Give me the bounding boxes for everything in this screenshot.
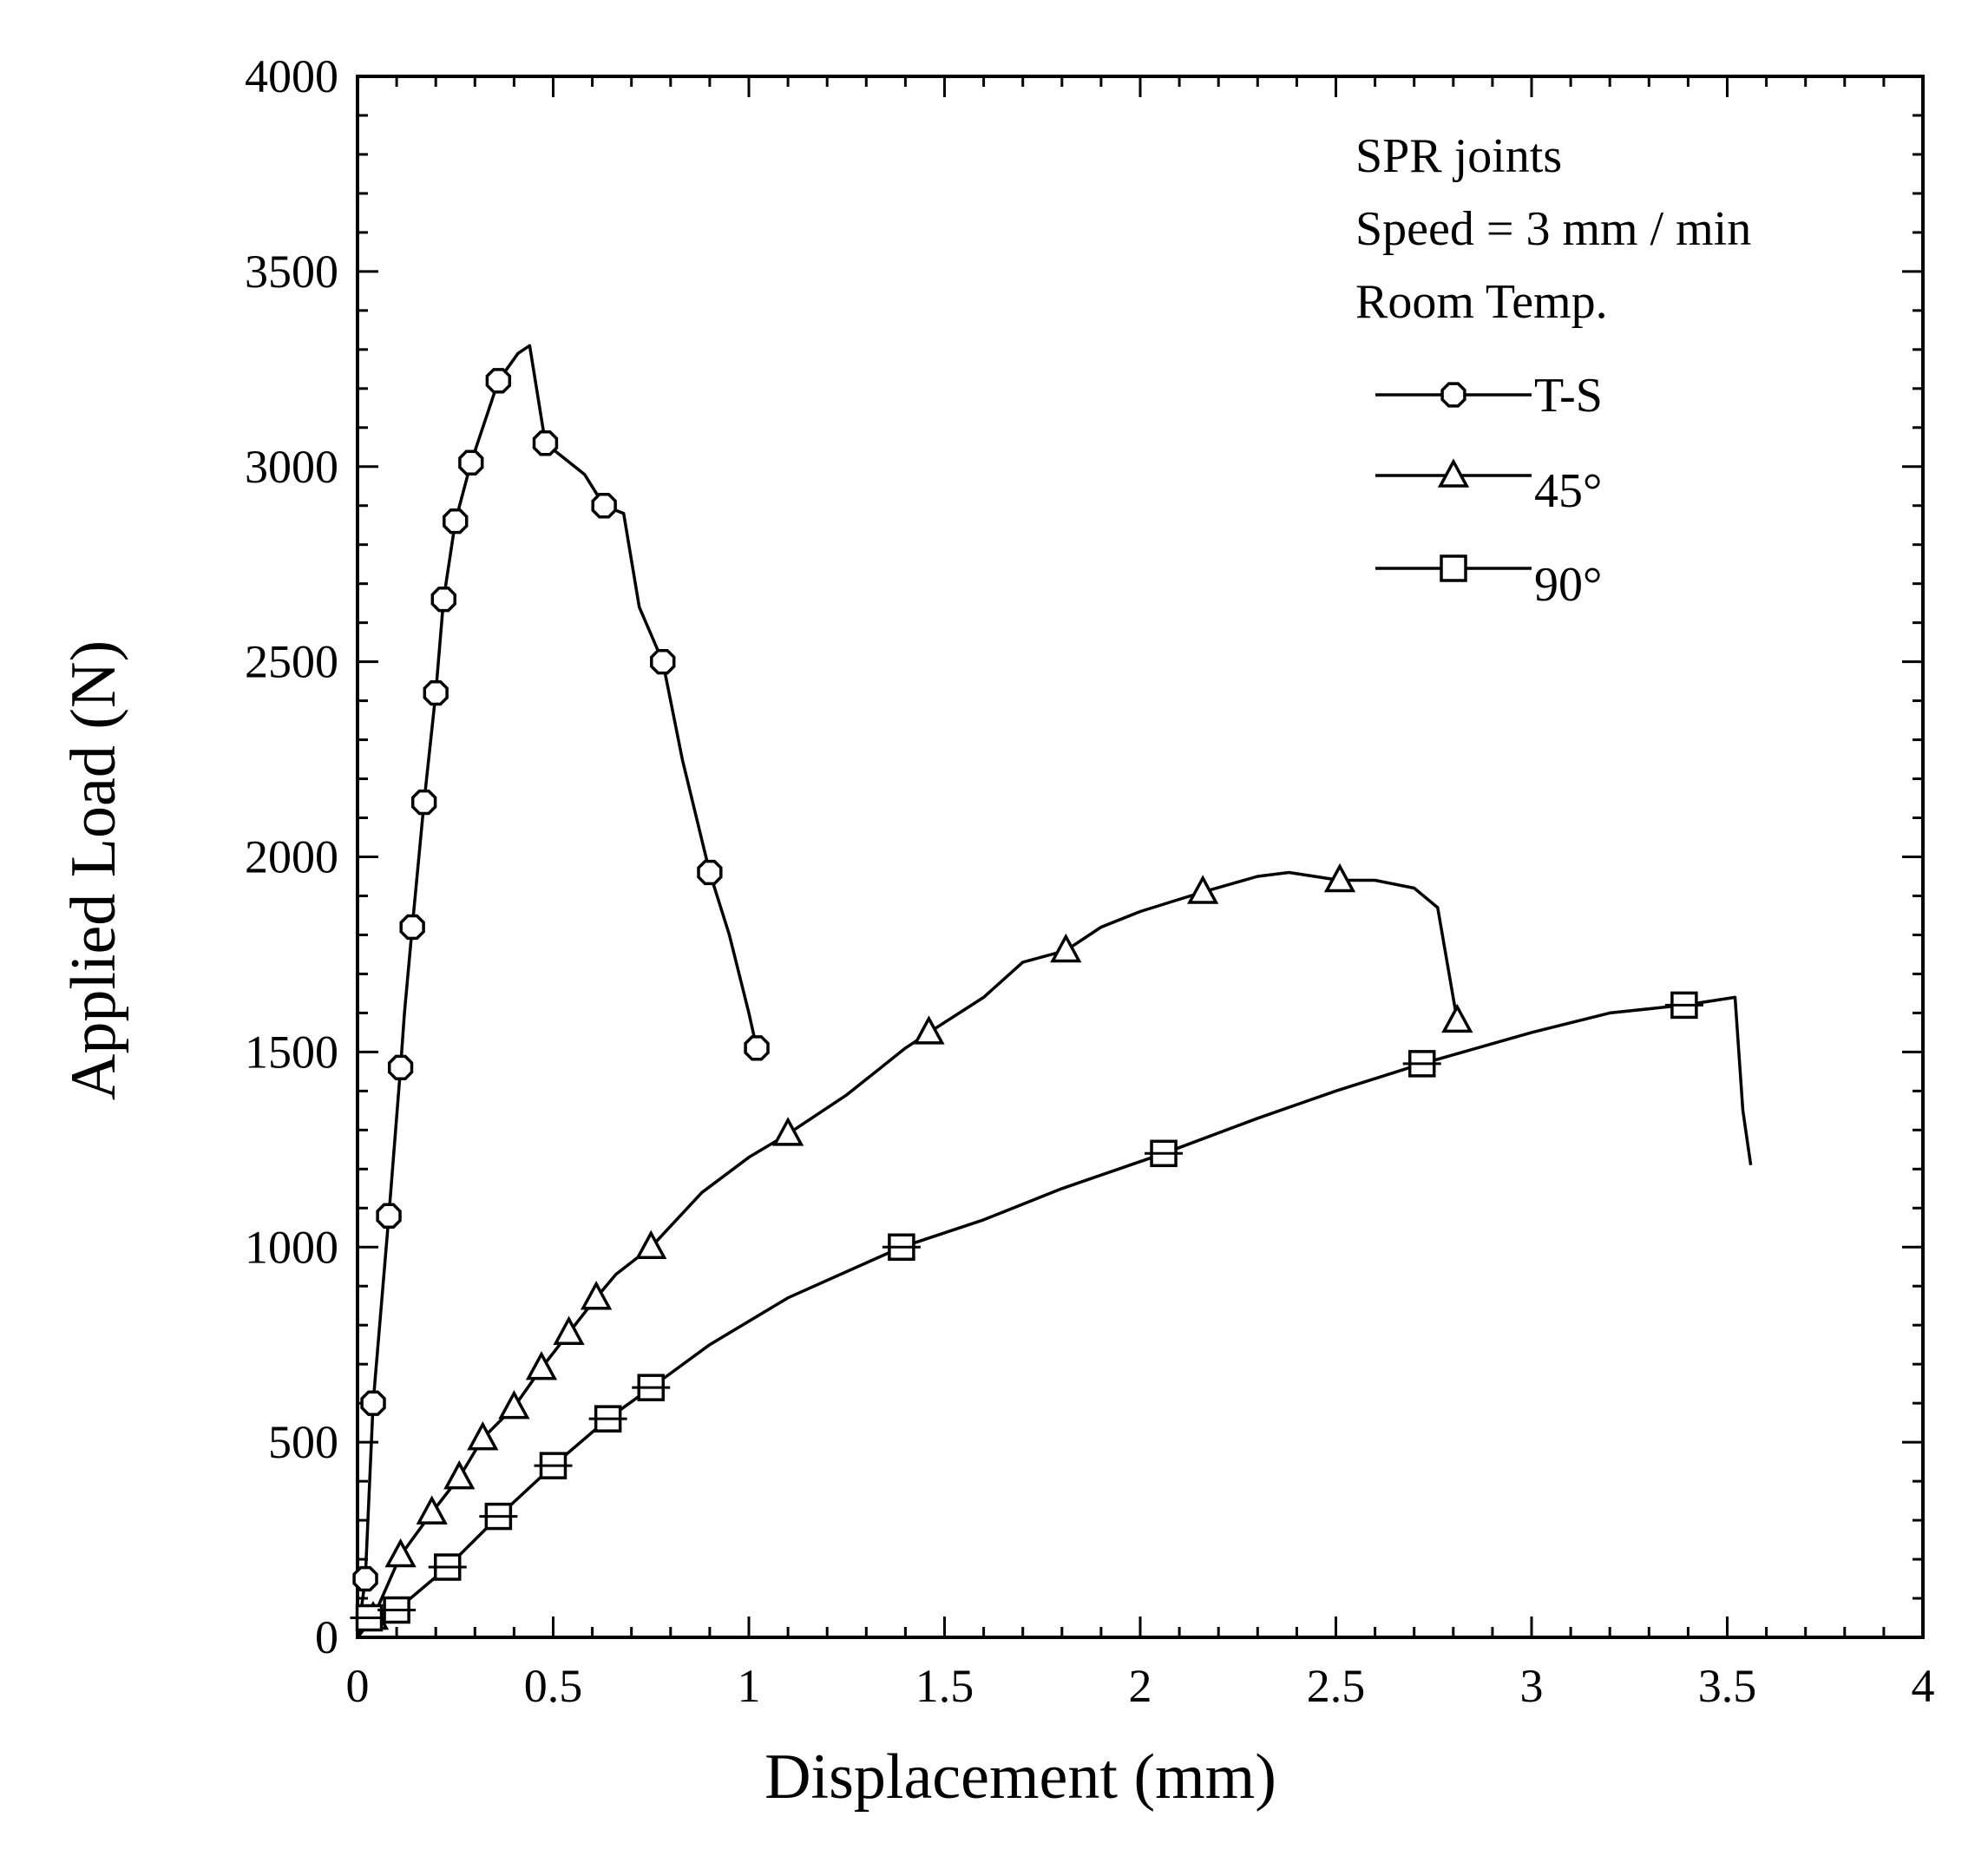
series-line-ts [356,344,758,1638]
data-point-triangle [416,1495,448,1525]
legend: T-S 45° 90° [1375,369,1603,612]
data-point-triangle [467,1420,499,1451]
data-point-square [428,1553,467,1581]
data-point-circle [399,914,425,941]
x-tick-label: 4 [1912,1660,1935,1712]
data-point-circle [410,789,437,816]
x-tick-label: 3.5 [1698,1660,1757,1712]
data-point-circle [485,368,512,394]
x-tick-label: 1 [738,1660,761,1712]
legend-marker-circle [1440,382,1466,408]
legend-marker-triangle [1437,458,1470,488]
x-tick-label: 0.5 [524,1660,583,1712]
data-point-triangle [580,1281,613,1310]
legend-marker-square [1440,554,1467,582]
data-point-square [588,1405,627,1433]
x-tick-label: 2.5 [1307,1660,1366,1712]
y-tick-label: 1500 [245,1026,338,1078]
data-point-triangle [498,1389,530,1420]
data-point-triangle [525,1351,558,1381]
data-point-triangle [771,1117,804,1146]
series-45 [356,862,1473,1639]
legend-label-45: 45° [1534,464,1602,518]
series-ts [352,344,770,1638]
annotation-line-3: Room Temp. [1355,275,1608,329]
annotation-line-1: SPR joints [1355,129,1562,183]
data-point-circle [650,648,676,675]
data-point-circle [387,1054,414,1081]
data-point-triangle [1323,862,1356,893]
x-axis-title: Displacement (mm) [764,1741,1276,1813]
data-point-triangle [384,1538,417,1568]
series-90 [350,991,1753,1638]
data-point-square [377,1596,417,1624]
legend-label-90: 90° [1534,558,1602,612]
data-point-circle [744,1035,770,1061]
data-point-circle [443,508,469,535]
y-tick-label: 3500 [245,246,338,298]
data-point-triangle [1050,933,1082,963]
y-tick-label: 500 [268,1416,338,1468]
data-point-triangle [553,1315,585,1345]
y-tick-label: 2500 [245,636,338,688]
data-point-square [1402,1050,1441,1078]
data-point-triangle [443,1459,476,1490]
data-point-square [1664,991,1703,1020]
ticks [356,75,1925,1639]
data-point-square [534,1452,573,1479]
y-tick-label: 0 [315,1611,338,1663]
y-tick-label: 3000 [245,441,338,493]
y-tick-label: 4000 [245,50,338,102]
tick-labels: 0 0.5 1 1.5 2 2.5 3 3.5 4 0 500 1000 1500 2000 2500 300… [245,50,1935,1712]
data-point-square [479,1502,518,1531]
data-point-square [632,1374,671,1401]
x-tick-label: 0 [346,1660,370,1712]
series-line-90 [356,995,1753,1638]
data-point-square [882,1233,921,1261]
data-point-circle [376,1203,402,1229]
annotation-line-2: Speed = 3 mm / min [1355,202,1751,256]
y-tick-label: 1000 [245,1221,338,1273]
data-point-square [1145,1139,1184,1168]
data-point-triangle [913,1015,945,1045]
x-tick-label: 3 [1520,1660,1544,1712]
data-point-circle [458,449,484,475]
x-tick-label: 2 [1129,1660,1152,1712]
data-point-circle [423,679,449,706]
legend-label-ts: T-S [1534,369,1603,423]
data-point-triangle [1187,875,1219,904]
data-point-triangle [635,1230,667,1259]
x-tick-label: 1.5 [915,1660,974,1712]
data-point-square [350,1604,389,1632]
data-point-circle [697,859,723,886]
y-axis-title: Applied Load (N) [58,640,129,1100]
data-point-circle [532,430,559,456]
series-layer [350,344,1753,1639]
y-tick-label: 2000 [245,831,338,883]
annotation-block: SPR joints Speed = 3 mm / min Room Temp. [1355,129,1751,329]
data-point-triangle [1441,1003,1473,1033]
data-point-circle [591,493,617,519]
data-point-circle [360,1390,386,1416]
data-point-circle [352,1565,378,1592]
data-point-circle [430,586,456,613]
plot-frame [356,75,1925,1639]
